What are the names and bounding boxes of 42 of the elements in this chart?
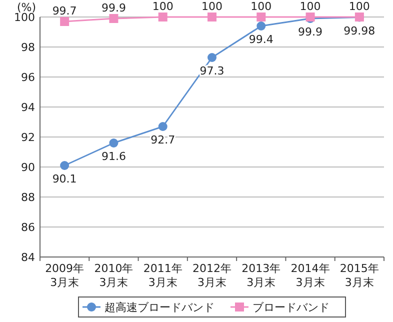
data-label: 91.6 [101,150,126,163]
point [109,138,118,148]
y-tick-label: 94 [21,101,35,114]
data-label: 100 [250,0,272,13]
data-label: 90.1 [52,172,77,186]
data-label: 100 [202,0,222,13]
y-tick-label: 98 [21,41,35,54]
y-tick-label: 90 [21,161,35,174]
point [60,161,70,170]
data-label: 99.9 [101,2,126,14]
legend-label: 超高速ブロードバンド [104,301,214,314]
data-label: 99.98 [344,24,376,38]
point [208,12,216,22]
y-tick-label: 92 [21,131,35,144]
y-tick-label: 86 [21,221,35,234]
y-tick-label: 88 [21,191,35,204]
x-tick-label: 2014年 3月末 [290,262,330,289]
point [208,53,216,62]
x-tick-label: 2010年 3月末 [94,262,134,289]
data-label: 99.9 [298,26,323,38]
x-tick-label: 2011年 3月末 [143,262,182,289]
x-tick-label: 2009年 3月末 [45,262,84,289]
point [256,22,266,30]
legend-label: ブロードバンド [252,301,330,314]
y-tick-label: 84 [21,251,35,264]
point [158,12,168,22]
data-label: 100 [300,0,321,13]
data-label: 100 [152,0,174,13]
point [158,122,168,131]
x-tick-label: 2012年 3月末 [192,262,232,289]
y-tick-label: 100 [14,11,35,24]
data-label: 92.7 [150,134,176,146]
x-tick-label: 2013年 3月末 [242,262,281,289]
x-tick-label: 2015年 3月末 [340,262,379,289]
data-label: 100 [348,0,370,13]
data-label: 99.7 [52,4,77,18]
y-axis-title: (%) [16,1,36,14]
point [109,14,118,23]
point [256,12,266,22]
y-tick-label: 96 [21,71,35,84]
point [60,17,70,26]
data-label: 99.4 [248,33,274,46]
